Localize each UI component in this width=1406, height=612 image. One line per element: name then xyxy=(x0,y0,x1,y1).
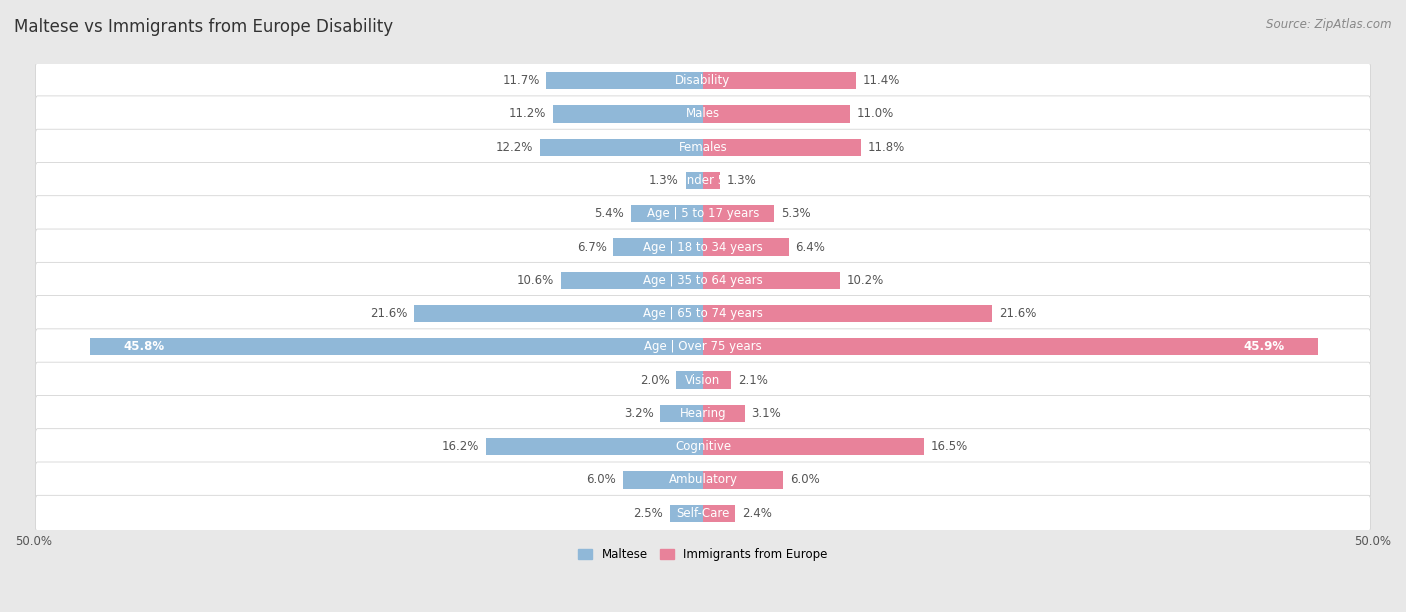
Bar xyxy=(669,505,703,522)
FancyBboxPatch shape xyxy=(35,495,1371,531)
Text: 16.2%: 16.2% xyxy=(441,440,479,453)
FancyBboxPatch shape xyxy=(35,296,1371,332)
Text: 5.4%: 5.4% xyxy=(595,207,624,220)
Text: 2.1%: 2.1% xyxy=(738,374,768,387)
Text: Age | 65 to 74 years: Age | 65 to 74 years xyxy=(643,307,763,320)
FancyBboxPatch shape xyxy=(35,96,1371,132)
Text: 2.5%: 2.5% xyxy=(633,507,662,520)
Text: 6.0%: 6.0% xyxy=(790,474,820,487)
Text: 21.6%: 21.6% xyxy=(370,307,408,320)
Bar xyxy=(703,72,856,89)
FancyBboxPatch shape xyxy=(35,462,1371,498)
Bar xyxy=(703,272,839,289)
Text: 11.0%: 11.0% xyxy=(858,107,894,121)
Bar xyxy=(686,172,703,189)
FancyBboxPatch shape xyxy=(35,263,1371,298)
Text: Males: Males xyxy=(686,107,720,121)
Text: 11.7%: 11.7% xyxy=(502,74,540,87)
Text: 12.2%: 12.2% xyxy=(495,141,533,154)
Text: 6.0%: 6.0% xyxy=(586,474,616,487)
Bar xyxy=(703,405,745,422)
Text: 3.1%: 3.1% xyxy=(751,407,780,420)
FancyBboxPatch shape xyxy=(35,362,1371,398)
Bar xyxy=(703,238,789,256)
Text: Hearing: Hearing xyxy=(679,407,727,420)
Bar xyxy=(703,305,993,323)
Text: 10.2%: 10.2% xyxy=(846,274,883,287)
Bar xyxy=(623,471,703,488)
Bar xyxy=(661,405,703,422)
Bar xyxy=(703,505,735,522)
Text: Females: Females xyxy=(679,141,727,154)
Bar xyxy=(561,272,703,289)
Text: Source: ZipAtlas.com: Source: ZipAtlas.com xyxy=(1267,18,1392,31)
Bar xyxy=(676,371,703,389)
Text: 21.6%: 21.6% xyxy=(998,307,1036,320)
Bar xyxy=(631,205,703,222)
Text: Cognitive: Cognitive xyxy=(675,440,731,453)
Bar xyxy=(703,371,731,389)
Text: 10.6%: 10.6% xyxy=(517,274,554,287)
Text: Age | 18 to 34 years: Age | 18 to 34 years xyxy=(643,241,763,253)
Text: 3.2%: 3.2% xyxy=(624,407,654,420)
Bar xyxy=(703,105,851,122)
Text: 45.8%: 45.8% xyxy=(124,340,165,353)
Bar xyxy=(703,138,860,156)
FancyBboxPatch shape xyxy=(35,329,1371,365)
Text: Age | 35 to 64 years: Age | 35 to 64 years xyxy=(643,274,763,287)
Text: Age | Under 5 years: Age | Under 5 years xyxy=(644,174,762,187)
Text: 6.4%: 6.4% xyxy=(796,241,825,253)
Text: Disability: Disability xyxy=(675,74,731,87)
Bar xyxy=(703,172,720,189)
Text: 11.2%: 11.2% xyxy=(509,107,547,121)
FancyBboxPatch shape xyxy=(35,229,1371,265)
FancyBboxPatch shape xyxy=(35,196,1371,232)
FancyBboxPatch shape xyxy=(35,395,1371,431)
Bar xyxy=(703,338,1317,356)
Bar xyxy=(413,305,703,323)
Text: 6.7%: 6.7% xyxy=(576,241,606,253)
Text: Age | Over 75 years: Age | Over 75 years xyxy=(644,340,762,353)
FancyBboxPatch shape xyxy=(35,62,1371,99)
Bar xyxy=(613,238,703,256)
FancyBboxPatch shape xyxy=(35,162,1371,198)
Text: 2.0%: 2.0% xyxy=(640,374,669,387)
Bar xyxy=(703,205,773,222)
Bar xyxy=(547,72,703,89)
Legend: Maltese, Immigrants from Europe: Maltese, Immigrants from Europe xyxy=(574,543,832,566)
FancyBboxPatch shape xyxy=(35,429,1371,465)
Bar xyxy=(703,438,924,455)
Text: 45.9%: 45.9% xyxy=(1243,340,1284,353)
Text: 1.3%: 1.3% xyxy=(727,174,756,187)
Text: Vision: Vision xyxy=(685,374,721,387)
Text: Self-Care: Self-Care xyxy=(676,507,730,520)
Bar xyxy=(540,138,703,156)
Text: 5.3%: 5.3% xyxy=(780,207,810,220)
Bar xyxy=(553,105,703,122)
Text: Maltese vs Immigrants from Europe Disability: Maltese vs Immigrants from Europe Disabi… xyxy=(14,18,394,36)
Text: 11.4%: 11.4% xyxy=(862,74,900,87)
Text: 1.3%: 1.3% xyxy=(650,174,679,187)
Text: 2.4%: 2.4% xyxy=(742,507,772,520)
Text: 16.5%: 16.5% xyxy=(931,440,967,453)
Text: 11.8%: 11.8% xyxy=(868,141,905,154)
Text: Age | 5 to 17 years: Age | 5 to 17 years xyxy=(647,207,759,220)
Bar xyxy=(486,438,703,455)
Bar xyxy=(703,471,783,488)
Bar xyxy=(90,338,703,356)
FancyBboxPatch shape xyxy=(35,129,1371,165)
Text: Ambulatory: Ambulatory xyxy=(668,474,738,487)
